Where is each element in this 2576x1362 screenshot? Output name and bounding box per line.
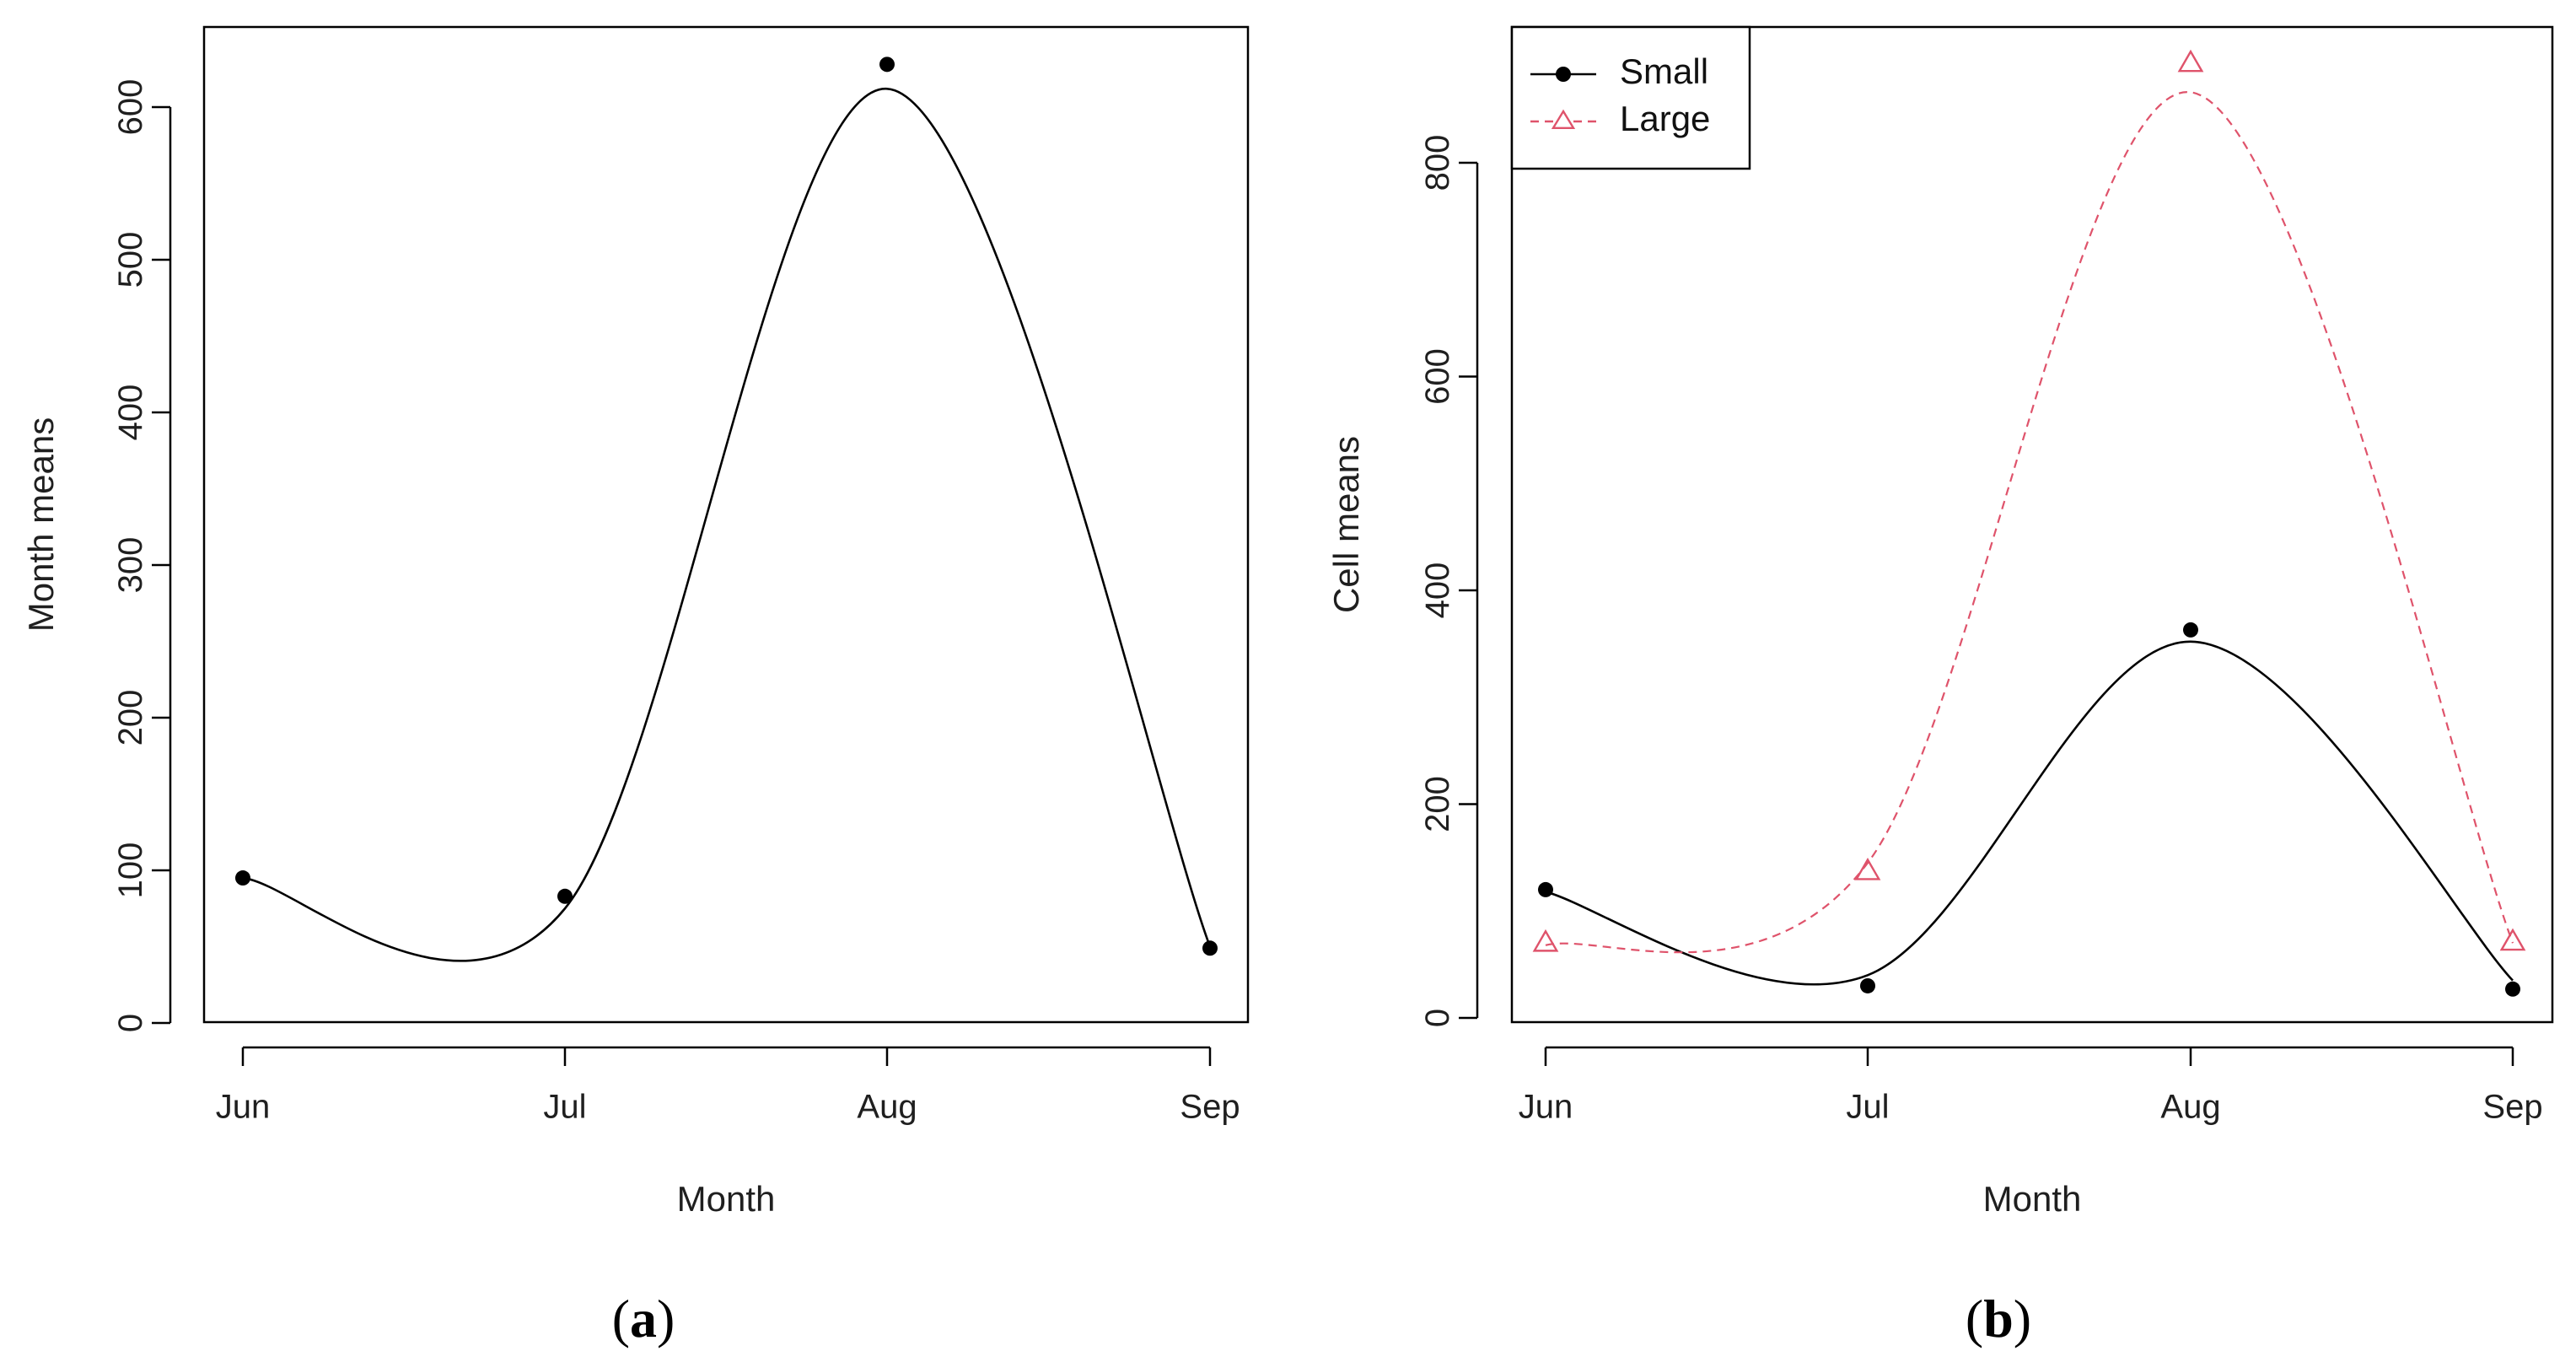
x-tick-label: Sep — [2482, 1089, 2542, 1126]
y-tick-label: 100 — [112, 843, 149, 899]
caption-open: ( — [1966, 1289, 1983, 1349]
y-tick-label: 200 — [1419, 776, 1456, 832]
x-tick-label: Jul — [543, 1089, 586, 1126]
data-point-dot — [1538, 881, 1553, 897]
caption-close: ) — [2014, 1289, 2031, 1349]
caption-close: ) — [657, 1289, 675, 1349]
series-line-month-means — [242, 87, 1212, 962]
y-tick-label: 500 — [112, 232, 149, 288]
y-tick-label: 300 — [112, 537, 149, 594]
legend-marker-triangle — [1551, 109, 1576, 130]
plot-frame — [1510, 25, 2554, 1024]
x-tick-label: Aug — [2160, 1089, 2220, 1126]
caption-open: ( — [612, 1289, 630, 1349]
data-point-dot — [2505, 981, 2520, 997]
x-tick-label: Aug — [857, 1089, 917, 1126]
y-tick-label: 0 — [1419, 1009, 1456, 1027]
x-axis-title: Month — [1983, 1179, 2082, 1219]
y-axis-title: Cell means — [1326, 436, 1366, 613]
data-point-dot — [879, 57, 895, 73]
legend-label: Large — [1620, 99, 1710, 138]
data-point-triangle — [2177, 49, 2204, 73]
x-tick-label: Jun — [216, 1089, 271, 1126]
chart-panel-a: 0 100 200 300 400 500 600 Jun Jul Aug Sep Month Mont… — [21, 25, 1250, 1349]
y-tick-label: 800 — [1419, 135, 1456, 191]
legend-marker-dot — [1556, 67, 1571, 82]
caption-letter: b — [1983, 1289, 2014, 1349]
y-tick-label: 200 — [112, 690, 149, 746]
caption-letter: a — [630, 1289, 657, 1349]
x-tick-label: Sep — [1180, 1089, 1240, 1126]
y-tick-label: 600 — [1419, 348, 1456, 405]
chart-panel-b: 0 200 400 600 800 Jun Jul Aug Sep Month Cell means… — [1326, 25, 2554, 1349]
data-point-triangle — [1532, 929, 1559, 952]
data-point-dot — [235, 870, 250, 886]
data-point-triangle — [1854, 857, 1881, 880]
data-point-dot — [2183, 622, 2198, 638]
series-line-small — [1545, 640, 2514, 986]
y-axis-title: Month means — [21, 417, 61, 632]
x-tick-label: Jun — [1519, 1089, 1573, 1126]
x-tick-label: Jul — [1846, 1089, 1889, 1126]
data-point-dot — [1860, 977, 1875, 993]
legend-label: Small — [1620, 51, 1708, 91]
panel-caption: (b) — [1966, 1289, 2031, 1349]
y-tick-label: 400 — [1419, 563, 1456, 619]
y-tick-label: 400 — [112, 385, 149, 441]
series-line-large — [1545, 91, 2514, 954]
data-point-triangle — [2499, 928, 2526, 951]
y-tick-label: 0 — [112, 1014, 149, 1032]
data-point-dot — [1202, 940, 1218, 956]
legend-box — [1510, 25, 1751, 170]
data-point-dot — [557, 888, 573, 904]
legend: Small Large — [1510, 25, 1751, 170]
plot-frame — [202, 25, 1250, 1024]
panel-caption: (a) — [612, 1289, 675, 1349]
y-tick-label: 600 — [112, 79, 149, 136]
x-axis-title: Month — [677, 1179, 776, 1219]
